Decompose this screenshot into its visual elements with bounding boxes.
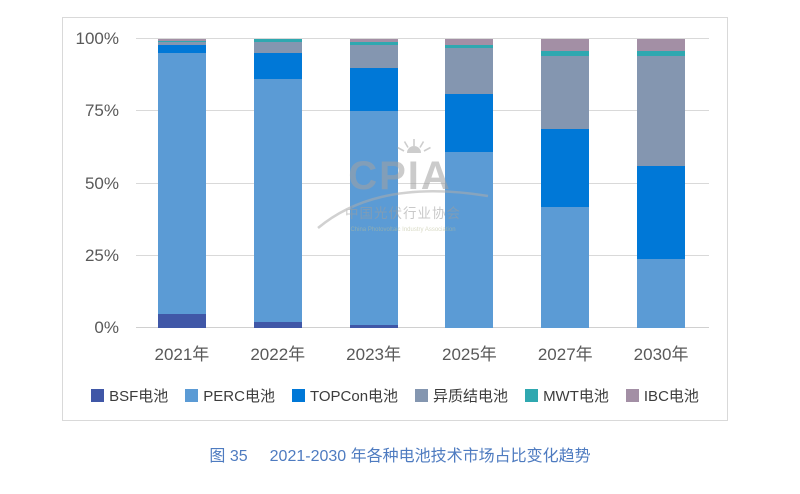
bar-2021-segment-mwt [157,40,206,42]
bar-2021-segment-perc [157,53,206,314]
bar-2030-segment-perc [637,258,686,328]
bar-2030-segment-mwt [637,50,686,57]
gridline-0 [136,327,709,328]
legend-swatch-ibc [625,389,639,402]
x-axis-labels: 2021年 2022年 2023年 2025年 2027年 2030年 [134,340,709,364]
bar-group-2022 [230,39,326,328]
bar-2023 [349,39,398,328]
ytick-label-25: 25% [84,245,119,265]
xtick-label-2027: 2027年 [537,345,593,364]
xtick-label-2030: 2030年 [633,345,689,364]
bar-2025-segment-hjt [445,47,494,94]
bar-2023-segment-ibc [349,39,398,42]
bar-2030 [637,39,686,328]
ytick-label-0: 0% [94,318,119,337]
bar-2025-segment-mwt [445,44,494,48]
xtick-label-2025: 2025年 [441,345,497,364]
gridline-25 [136,254,709,256]
legend-label-bsf: BSF电池 [109,388,169,405]
legend-item-ibc: IBC电池 [625,385,699,406]
bar-group-2027 [517,39,613,328]
bar-2023-segment-hjt [349,44,398,68]
bar-2021-segment-hjt [157,41,206,45]
bar-2022-segment-hjt [253,41,302,54]
ytick-label-75: 75% [84,101,119,121]
ytick-label-50: 50% [84,173,119,193]
ytick-label-100: 100% [75,29,119,48]
bar-2023-segment-topcon [349,67,398,112]
bar-2027-segment-ibc [541,39,590,51]
bar-2025-segment-ibc [445,39,494,45]
legend-label-hjt: 异质结电池 [433,388,509,405]
bar-2022-segment-topcon [253,53,302,80]
gridline-75 [136,110,709,112]
bar-2027-segment-topcon [541,128,590,207]
bar-2027-segment-mwt [541,50,590,57]
gridline-50 [136,182,709,184]
gridline-100 [136,38,709,39]
bar-2023-segment-bsf [349,325,398,328]
xtick-label-2023: 2023年 [346,345,401,364]
bar-2027 [541,39,590,328]
bar-2025 [445,39,494,328]
figure-title: 2021-2030 年各种电池技术市场占比变化趋势 [269,448,591,465]
bar-2025-segment-topcon [445,93,494,152]
bar-2027-segment-hjt [541,56,590,129]
bar-2030-segment-topcon [637,166,686,259]
bar-2023-segment-mwt [349,41,398,45]
legend-swatch-topcon [291,389,305,402]
bar-group-2030 [613,39,709,328]
legend-item-hjt: 异质结电池 [415,385,508,406]
legend-swatch-perc [185,389,199,402]
bar-2025-segment-perc [445,151,494,328]
y-axis-labels: 0% 25% 50% 75% 100% [63,29,127,337]
bar-series-container [134,39,709,328]
bar-2030-segment-hjt [637,56,686,167]
bar-group-2021 [134,39,230,328]
bar-2021-segment-topcon [157,44,206,54]
bar-2021 [157,39,206,328]
legend-item-topcon: TOPCon电池 [291,385,399,406]
bar-2022-segment-perc [253,79,302,323]
legend-label-mwt: MWT电池 [543,388,609,405]
bar-2027-segment-perc [541,206,590,328]
legend-swatch-hjt [415,389,429,402]
legend-swatch-mwt [525,389,539,402]
bar-2022 [253,39,302,328]
legend-swatch-bsf [91,389,105,402]
legend-item-mwt: MWT电池 [525,385,609,406]
bar-group-2025 [422,39,518,328]
chart-frame: 0% 25% 50% 75% 100% 2021年 2022年 2023年 2025年 2027… [62,17,728,421]
bar-2021-segment-bsf [157,313,206,328]
bar-2030-segment-ibc [637,39,686,51]
bar-2023-segment-perc [349,111,398,326]
bar-2022-segment-bsf [253,322,302,328]
legend-label-ibc: IBC电池 [643,388,699,405]
legend-item-perc: PERC电池 [185,385,275,406]
bar-group-2023 [326,39,422,328]
xtick-label-2022: 2022年 [250,345,306,364]
legend-label-perc: PERC电池 [203,388,275,405]
bar-2022-segment-mwt [253,39,302,42]
legend-label-topcon: TOPCon电池 [309,388,399,405]
bar-2021-segment-ibc [157,39,206,41]
figure-caption: 图 35 2021-2030 年各种电池技术市场占比变化趋势 [0,442,800,466]
plot-area [134,38,709,328]
xtick-label-2021: 2021年 [154,345,210,364]
figure-number: 图 35 [209,448,248,465]
chart-legend: BSF电池 PERC电池 TOPCon电池 异质结电池 MWT电池 IBC电池 [63,385,727,406]
legend-item-bsf: BSF电池 [91,385,168,406]
